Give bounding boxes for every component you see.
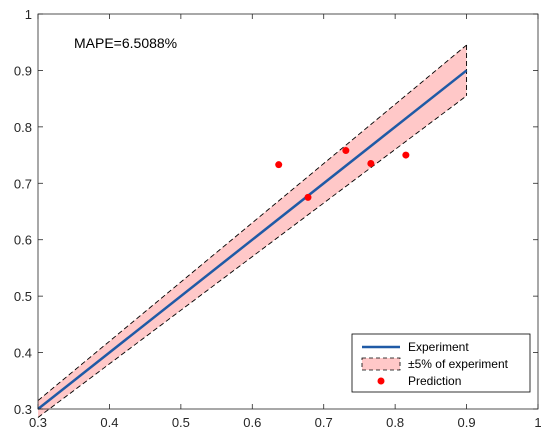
x-tick-label: 0.8 — [386, 415, 404, 430]
x-tick-label: 0.6 — [243, 415, 261, 430]
x-tick-label: 0.5 — [172, 415, 190, 430]
prediction-point — [342, 147, 350, 155]
y-tick-label: 0.8 — [14, 120, 32, 135]
y-tick-label: 0.3 — [14, 402, 32, 417]
prediction-point — [304, 193, 312, 201]
x-tick-label: 0.7 — [315, 415, 333, 430]
legend-band-swatch — [361, 357, 401, 371]
prediction-point — [275, 161, 283, 169]
y-axis-ticks: 0.3 0.4 0.5 0.6 0.7 0.8 0.9 1 — [14, 7, 538, 417]
legend-experiment-label: Experiment — [408, 340, 469, 354]
prediction-points-layer — [275, 147, 410, 201]
legend: Experiment ±5% of experiment Prediction — [351, 333, 531, 393]
x-tick-label: 0.9 — [458, 415, 476, 430]
experiment-line-layer — [37, 69, 468, 410]
mape-annotation: MAPE=6.5088% — [74, 35, 177, 51]
legend-prediction-swatch — [377, 377, 385, 385]
prediction-point — [402, 151, 410, 159]
prediction-point — [367, 160, 375, 168]
band-upper-edge — [37, 44, 467, 401]
y-tick-label: 0.7 — [14, 176, 32, 191]
y-tick-label: 0.5 — [14, 289, 32, 304]
x-axis-ticks: 0.3 0.4 0.5 0.6 0.7 0.8 0.9 1 — [29, 14, 542, 430]
x-tick-label: 0.4 — [100, 415, 118, 430]
axes — [37, 13, 539, 410]
legend-prediction-label: Prediction — [408, 374, 461, 388]
y-tick-label: 0.6 — [14, 233, 32, 248]
legend-band-label: ±5% of experiment — [408, 357, 509, 371]
y-tick-label: 0.9 — [14, 63, 32, 78]
axes-box — [37, 13, 539, 410]
x-tick-label: 1 — [534, 415, 541, 430]
y-tick-label: 1 — [25, 7, 32, 22]
y-tick-label: 0.4 — [14, 346, 32, 361]
x-tick-label: 0.3 — [29, 415, 47, 430]
experiment-line — [37, 69, 468, 410]
band-lower-edge — [37, 95, 467, 418]
